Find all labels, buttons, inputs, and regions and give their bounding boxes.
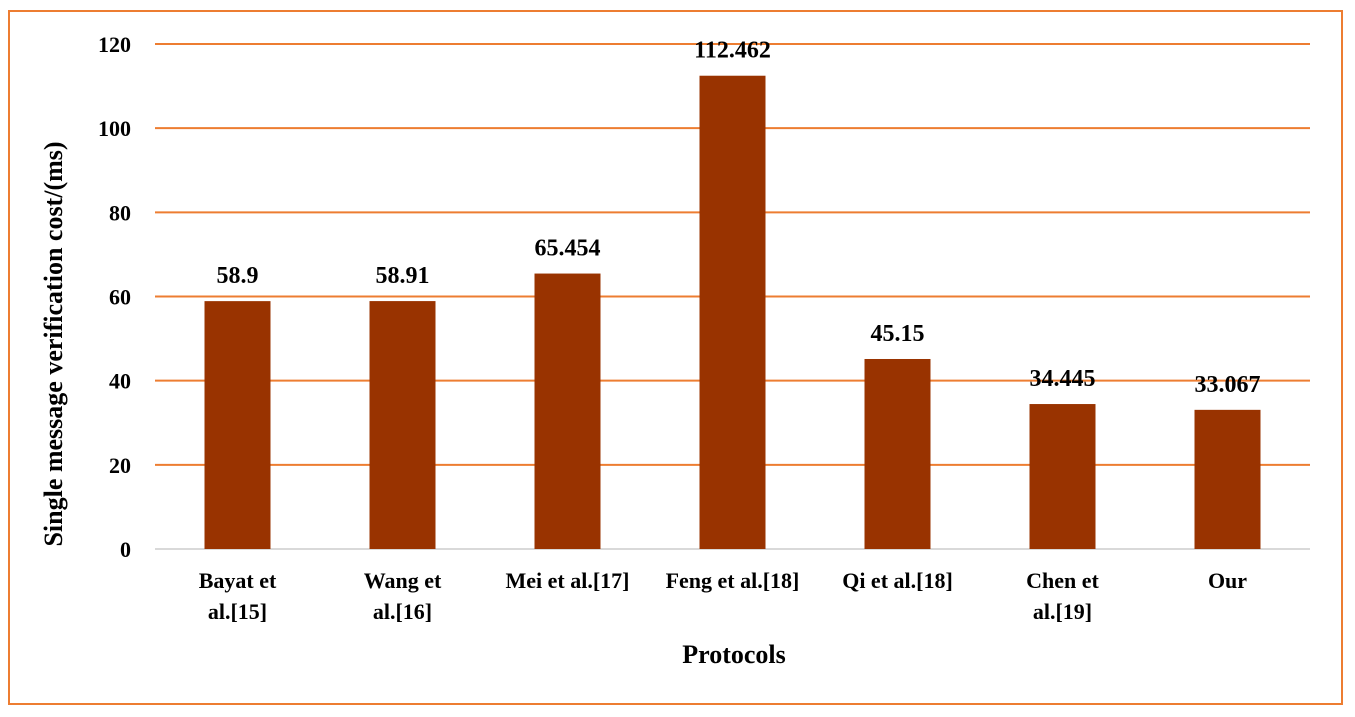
data-label: 58.9 — [217, 263, 259, 289]
x-axis-categories: Bayat et al.[15] Wang et al.[16] Mei et al.[… — [199, 568, 1248, 624]
y-tick-label: 60 — [109, 285, 131, 310]
y-axis-title: Single message verification cost/(ms) — [39, 141, 68, 546]
x-axis-title: Protocols — [682, 640, 786, 669]
x-tick-label-line: Qi et al.[18] — [842, 568, 953, 593]
y-tick-label: 80 — [109, 200, 131, 225]
y-tick-label: 100 — [98, 116, 131, 141]
data-label: 58.91 — [376, 263, 430, 289]
y-axis-ticks: 0 20 40 60 80 100 120 — [98, 32, 131, 562]
x-tick-label: Chen et al.[19] — [1026, 568, 1099, 624]
x-tick-label: Wang et al.[16] — [364, 568, 442, 624]
x-tick-label: Our — [1208, 568, 1247, 593]
bar — [204, 301, 271, 549]
x-tick-label-line: Feng et al.[18] — [666, 568, 800, 593]
data-label: 34.445 — [1030, 366, 1096, 392]
x-tick-label-line: Bayat et — [199, 568, 277, 593]
bar — [699, 75, 766, 550]
data-labels: 58.9 58.91 65.454 112.462 45.15 34.445 33.067 — [217, 38, 1261, 398]
y-tick-label: 0 — [120, 537, 131, 562]
x-tick-label: Feng et al.[18] — [666, 568, 800, 593]
x-tick-label-line: Chen et — [1026, 568, 1099, 593]
bar — [1194, 409, 1261, 549]
x-tick-label: Mei et al.[17] — [506, 568, 630, 593]
bar — [864, 358, 931, 549]
y-tick-label: 40 — [109, 369, 131, 394]
y-tick-label: 120 — [98, 32, 131, 57]
x-tick-label-line: Mei et al.[17] — [506, 568, 630, 593]
x-tick-label: Qi et al.[18] — [842, 568, 953, 593]
data-label: 33.067 — [1195, 372, 1261, 398]
x-tick-label-line: al.[15] — [208, 599, 267, 624]
x-tick-label-line: Wang et — [364, 568, 442, 593]
bar — [534, 273, 601, 549]
x-tick-label: Bayat et al.[15] — [199, 568, 277, 624]
y-tick-label: 20 — [109, 453, 131, 478]
bar — [1029, 404, 1096, 549]
data-label: 45.15 — [871, 321, 925, 347]
x-tick-label-line: Our — [1208, 568, 1247, 593]
data-label: 112.462 — [694, 38, 771, 64]
data-label: 65.454 — [535, 236, 601, 262]
x-tick-label-line: al.[16] — [373, 599, 432, 624]
bar — [369, 301, 436, 549]
x-tick-label-line: al.[19] — [1033, 599, 1092, 624]
bars — [204, 75, 1261, 550]
